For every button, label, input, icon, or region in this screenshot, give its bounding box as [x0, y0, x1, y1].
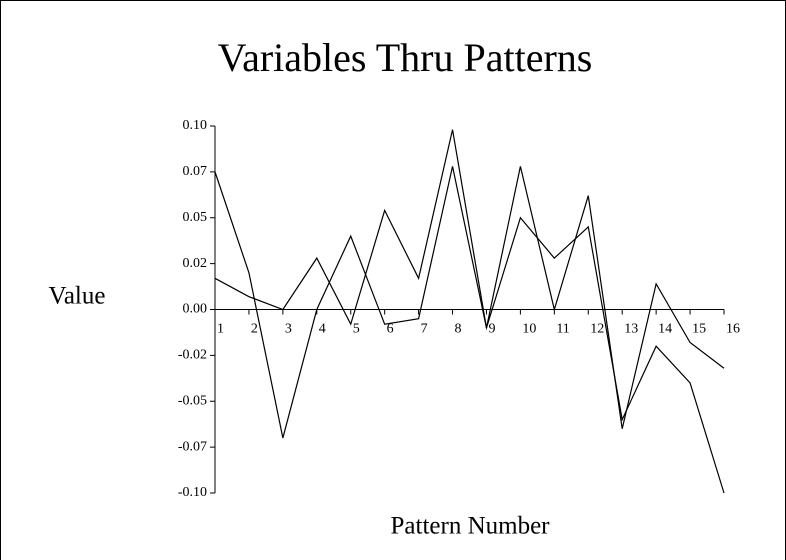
- y-tick-label: 0.07: [183, 164, 208, 179]
- y-axis-label: Value: [49, 283, 106, 310]
- data-line: [214, 166, 725, 494]
- x-tick-label: 13: [624, 322, 638, 337]
- x-tick-label: 14: [658, 322, 672, 337]
- x-tick-label: 9: [488, 322, 495, 337]
- x-tick-label: 1: [217, 322, 224, 337]
- y-tick-label: 0.10: [183, 118, 208, 133]
- x-tick-label: 5: [353, 322, 360, 337]
- x-tick-label: 15: [692, 322, 706, 337]
- y-tick-label: -0.07: [178, 439, 207, 454]
- x-tick-label: 11: [556, 322, 569, 337]
- y-tick-label: 0.00: [183, 302, 208, 317]
- y-tick-label: -0.05: [178, 393, 207, 408]
- y-tick-label: 0.05: [183, 210, 208, 225]
- x-tick-label: 7: [421, 322, 428, 337]
- data-line: [214, 129, 725, 429]
- y-tick-label: -0.10: [178, 485, 207, 500]
- x-tick-label: 8: [455, 322, 462, 337]
- x-tick-label: 6: [387, 322, 394, 337]
- x-tick-label: 10: [522, 322, 536, 337]
- y-tick-label: 0.02: [183, 256, 208, 271]
- chart-title: Variables Thru Patterns: [218, 35, 593, 80]
- x-tick-label: 2: [251, 322, 258, 337]
- y-tick-label: -0.02: [178, 348, 207, 363]
- x-tick-label: 16: [726, 322, 740, 337]
- x-axis-label: Pattern Number: [391, 513, 551, 540]
- x-tick-label: 12: [590, 322, 604, 337]
- x-tick-label: 3: [285, 322, 292, 337]
- x-tick-label: 4: [319, 322, 326, 337]
